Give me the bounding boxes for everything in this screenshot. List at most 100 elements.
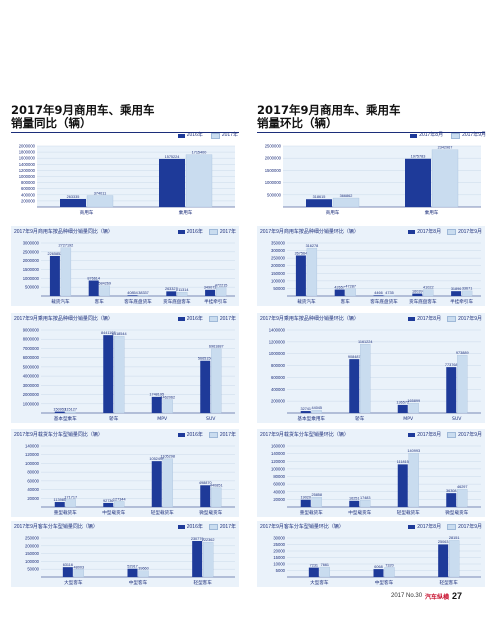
c2-ytick-label: 2000000: [265, 156, 282, 161]
c1-data-label: 263335: [67, 195, 80, 199]
c4-ytick-label: 150000: [271, 271, 286, 276]
c6-bar-a: [300, 411, 311, 413]
c8-ytick-label: 120000: [271, 459, 286, 464]
c5-data-label: 8318544: [112, 332, 127, 336]
c1-category-label: 乘用车: [179, 209, 193, 216]
c8-category-label: 中型载货车: [348, 509, 371, 516]
c10-ytick-label: 15000: [273, 555, 285, 560]
c8-bar-b: [408, 453, 419, 508]
c5-data-label: 115127: [65, 408, 77, 412]
c1-data-label: 374011: [94, 191, 106, 195]
c6-bar-b: [311, 410, 322, 414]
c7-bar-a: [200, 485, 211, 507]
c9-category-label: 大型客车: [64, 579, 83, 586]
chart-commercial-passenger-yoy: 200000 400000 600000 800000 1000000 1200000 14…: [11, 141, 239, 217]
c2-data-label: 366862: [340, 194, 353, 198]
c3-ytick-label: 1500000: [23, 267, 40, 272]
c8-ytick-label: 20000: [273, 497, 285, 502]
c1-bar-a: [159, 158, 185, 207]
c9-ytick-label: 250000: [25, 536, 40, 541]
c7-legend-swatch-a: [177, 433, 185, 437]
c10-legend-swatch-a: [408, 525, 416, 529]
c8-legend-swatch-a: [408, 433, 416, 437]
c5-ytick-label: 5000000: [23, 364, 40, 369]
c4-data-label: 33671: [462, 287, 473, 291]
c6-category-label: MPV: [403, 416, 414, 422]
c8-bar-b: [311, 496, 322, 508]
c6-legend: 2017年8月 2017年9月: [408, 313, 482, 325]
c3-legend-label-b: 2017年: [219, 229, 236, 235]
c10-legend-label-a: 2017年8月: [417, 524, 442, 530]
c3-legend: 2016年 2017年: [177, 226, 236, 238]
c6-legend-swatch-b: [447, 316, 457, 322]
c1-ytick-label: 1800000: [19, 150, 36, 155]
c3-header: 2017年9月商用车按品种细分销量同比（辆） 2016年 2017年: [11, 226, 239, 238]
c5-bar-a: [103, 335, 114, 413]
c5-plot: 1000000 2000000 3000000 4000000 5000000 60000…: [23, 328, 235, 422]
c8-ytick-label: 40000: [273, 489, 285, 494]
c8-data-label: 140993: [407, 449, 420, 453]
chart-bus-type-mom: 2017年9月客车分车型销量环比（辆） 2017年8月 2017年9月 5000 100…: [257, 521, 485, 587]
c2-ytick-label: 1000000: [265, 180, 282, 185]
c1-legend: 2016年 2017年: [120, 131, 238, 140]
c8-bar-b: [360, 500, 371, 508]
c1-bar-b: [185, 154, 213, 208]
c6-ytick-label: 800000: [271, 363, 286, 368]
c6-ytick-label: 1400000: [269, 328, 286, 333]
c10-ytick-label: 10000: [273, 562, 285, 567]
c3-bar-b: [138, 295, 149, 297]
c9-data-label: 222362: [202, 538, 215, 542]
c8-data-label: 17483: [360, 496, 371, 500]
c3-bar-a: [205, 289, 216, 296]
c4-bar-a: [295, 255, 306, 296]
c5-bar-b: [211, 348, 222, 414]
chart-passenger-type-mom: 2017年9月乘用车按品种细分销量环比（辆） 2017年8月 2017年9月 2000…: [257, 313, 485, 423]
c8-data-label: 36308: [446, 489, 457, 493]
c6-ytick-label: 400000: [271, 387, 286, 392]
c10-bar-b: [319, 566, 330, 578]
c6-bar-b: [408, 403, 419, 414]
c5-ytick-label: 7000000: [23, 346, 40, 351]
c4-ytick-label: 200000: [271, 263, 286, 268]
c2-legend-a: 2017年8月: [419, 132, 444, 138]
c4-bar-b: [461, 290, 473, 297]
c2-bar-b: [431, 149, 459, 208]
c3-bar-a: [166, 291, 177, 296]
c10-category-label: 轻型客车: [439, 579, 458, 586]
c6-data-label: 1161224: [358, 340, 373, 344]
c5-ytick-label: 6000000: [23, 355, 40, 360]
c5-bar-a: [54, 411, 65, 413]
c6-ytick-label: 1200000: [269, 339, 286, 344]
c6-plot: 200000 400000 600000 800000 1000000 1200000 14…: [269, 328, 481, 422]
c8-legend-swatch-b: [447, 432, 457, 438]
c5-legend-swatch-b: [208, 316, 218, 322]
c3-category-label: 载货汽车: [51, 298, 70, 305]
c3-ytick-label: 500000: [25, 285, 40, 290]
c3-bar-a: [127, 295, 138, 296]
c5-data-label: 8441107: [101, 331, 116, 335]
c6-category-label: SUV: [452, 416, 462, 422]
c3-data-label: 876614: [87, 276, 100, 280]
c7-category-label: 轻型载货车: [151, 509, 174, 516]
right-title: 2017年9月商用车、乘用车 销量环比（辆）: [257, 104, 401, 130]
c1-data-label: 1575224: [165, 155, 180, 159]
left-title-line2: 销量同比（辆）: [11, 116, 92, 130]
c10-bar-a: [438, 544, 449, 577]
c4-legend-label-a: 2017年8月: [417, 229, 442, 235]
c9-header: 2017年9月客车分车型销量同比（辆） 2016年 2017年: [11, 521, 239, 533]
c3-category-label: 客车: [95, 298, 105, 305]
chart-bus-type-yoy: 2017年9月客车分车型销量同比（辆） 2016年 2017年 50000 100000…: [11, 521, 239, 587]
c9-legend-swatch-b: [208, 524, 218, 530]
c3-data-label: 38337: [138, 291, 149, 295]
c9-title: 2017年9月客车分车型销量同比（辆）: [14, 524, 98, 530]
c6-bar-b: [457, 355, 468, 414]
c7-category-label: 微型载货车: [199, 509, 222, 516]
c4-data-label: 4735: [385, 291, 393, 295]
c7-data-label: 440851: [210, 484, 223, 488]
c7-category-label: 重型载货车: [54, 509, 77, 516]
c1-category-label: 商用车: [80, 209, 94, 216]
c4-bar-a: [373, 295, 384, 296]
c2-plot: 500000 1000000 1500000 2000000 2500000 318615…: [265, 144, 481, 216]
c10-bar-a: [373, 569, 384, 577]
c8-legend: 2017年8月 2017年9月: [408, 429, 482, 441]
